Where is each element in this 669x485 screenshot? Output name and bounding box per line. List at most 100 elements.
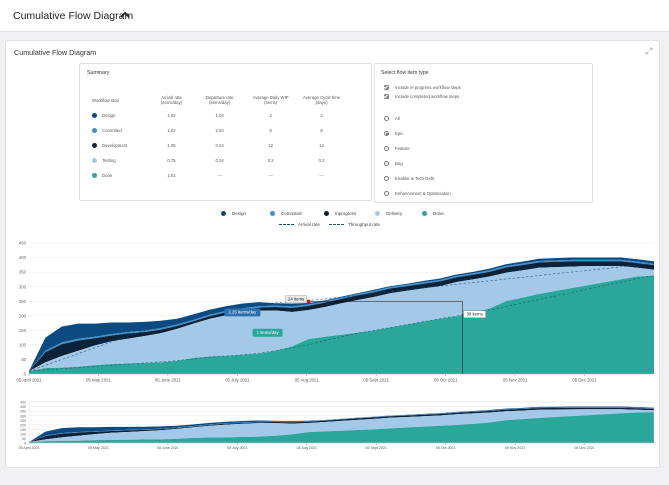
checkbox-checked-icon[interactable]	[384, 94, 389, 99]
arrival-rate: 1.01	[167, 173, 176, 178]
card-title: Cumulative Flow Diagram	[14, 48, 97, 57]
y-tick-label: 200	[20, 423, 26, 427]
y-tick-label: 150	[19, 328, 27, 333]
radio-epic[interactable]: Epic	[384, 131, 403, 136]
avg-cycle-time: 12	[319, 143, 324, 148]
include-completed-checkbox[interactable]: Include completed workflow steps	[384, 94, 459, 99]
legend-design[interactable]: Design	[221, 211, 246, 216]
summary-step: Testing	[87, 153, 149, 168]
trend-line-throughput-rate	[28, 275, 655, 372]
radio-enabler[interactable]: Enabler & Tech Debt	[384, 176, 434, 181]
arrival-rate: 1.02	[167, 113, 176, 118]
y-tick-label: 0	[24, 372, 27, 377]
vertical-label: 30 items	[467, 312, 483, 317]
marker-label: 24 items	[288, 297, 304, 302]
legend-dot-icon	[270, 211, 275, 216]
y-tick-label: 450	[19, 241, 27, 246]
departure-rate: 0.24	[215, 158, 224, 163]
area-delivery	[29, 409, 654, 443]
flow-type-title: Select flow item type	[381, 70, 429, 76]
x-tick-label: 05 Sept 2021	[366, 446, 387, 450]
legend-inprogress[interactable]: Inprogress	[324, 211, 356, 216]
legend-throughput-rate[interactable]: Throughput rate	[329, 222, 380, 227]
y-tick-label: 300	[20, 414, 26, 418]
y-tick-label: 50	[21, 357, 26, 362]
y-tick-label: 250	[20, 419, 26, 423]
legend-label: Delivery	[386, 211, 403, 216]
legend-label: Inprogress	[335, 211, 357, 216]
legend-label: Commited	[281, 211, 302, 216]
summary-step: Design	[87, 108, 149, 123]
radio-icon[interactable]	[384, 176, 389, 181]
radio-label: Enabler & Tech Debt	[395, 176, 435, 181]
summary-table: Workflow step Arrival rate (items/day) D…	[87, 94, 347, 183]
step-dot-icon	[92, 128, 97, 134]
legend-dot-icon	[221, 211, 226, 216]
cumulative-flow-chart[interactable]: 0 50 100 150 200 250 300 350 400 450 05 April 2021…	[6, 233, 661, 388]
x-tick-label: 05 Oct 2021	[436, 446, 456, 450]
cfd-card: Cumulative Flow Diagram Summary Workflow…	[5, 40, 660, 468]
avg-wip: 2	[269, 113, 272, 118]
avg-cycle-time: 5	[320, 128, 323, 133]
x-tick-label: 05 Oct 2021	[434, 378, 458, 383]
legend-commited[interactable]: Commited	[270, 211, 302, 216]
avg-wip: ---	[268, 173, 273, 178]
marker-callout	[285, 295, 307, 303]
x-tick-label: 05 May 2021	[86, 378, 111, 383]
summary-title: Summary	[87, 70, 110, 76]
y-tick-label: 100	[19, 342, 27, 347]
checkbox-label: Include in-progress workflow steps	[395, 85, 461, 90]
radio-label: Feature	[395, 146, 410, 151]
avg-wip: 12	[268, 143, 274, 148]
arrival-rate: 1.02	[167, 128, 176, 133]
include-in-progress-checkbox[interactable]: Include in-progress workflow steps	[384, 85, 461, 90]
departure-rate: 2.04	[215, 128, 224, 133]
x-tick-label: 05 Aug 2021	[297, 446, 317, 450]
legend-delivery[interactable]: Delivery	[375, 211, 402, 216]
x-tick-label: 05 Dec 2021	[572, 378, 597, 383]
radio-icon[interactable]	[384, 146, 389, 151]
radio-selected-icon[interactable]	[384, 131, 389, 136]
vertical-callout	[463, 310, 486, 318]
step-name: Commited	[102, 127, 122, 133]
departure-rate: ---	[217, 173, 222, 178]
x-tick-label: 05 Aug 2021	[295, 378, 320, 383]
y-tick-label: 200	[19, 313, 27, 318]
legend-done[interactable]: Done	[422, 211, 444, 216]
area-delivery	[29, 265, 654, 372]
radio-enhancement[interactable]: Enhancement & Optimisation	[384, 191, 451, 196]
throughput-callout	[252, 328, 283, 337]
checkbox-checked-icon[interactable]	[384, 85, 389, 90]
legend-dot-icon	[375, 211, 380, 216]
radio-feature[interactable]: Feature	[384, 146, 410, 151]
summary-row: Testing 0.75 0.24 0.2 0.2	[87, 153, 347, 168]
avg-cycle-time: 0.2	[318, 158, 325, 163]
y-tick-label: 400	[19, 255, 27, 260]
chevron-up-icon[interactable]	[119, 9, 131, 21]
y-tick-label: 450	[20, 401, 26, 405]
summary-step: Done	[87, 168, 149, 183]
col-avg-wip: Average Daily WIP (items)	[252, 95, 289, 105]
radio-icon[interactable]	[384, 116, 389, 121]
marker-point	[306, 299, 311, 304]
expand-icon[interactable]	[645, 47, 653, 55]
radio-all[interactable]: All	[384, 116, 400, 121]
navigator-frame	[28, 401, 655, 444]
legend-arrival-rate[interactable]: Arrival rate	[279, 222, 320, 227]
y-tick-label: 400	[20, 405, 26, 409]
arrival-rate: 0.75	[167, 158, 176, 163]
radio-label: Bug	[395, 161, 403, 166]
step-name: Done	[102, 172, 113, 178]
summary-row: Design 1.02 1.04 2 2	[87, 108, 347, 123]
radio-icon[interactable]	[384, 191, 389, 196]
summary-step: Commited	[87, 123, 149, 138]
area-done	[29, 412, 654, 443]
departure-rate: 0.24	[215, 143, 224, 148]
departure-rate: 1.04	[215, 113, 224, 118]
radio-label: All	[395, 116, 400, 121]
x-tick-label: 05 Sept 2021	[363, 378, 389, 383]
avg-wip: 5	[269, 128, 272, 133]
radio-icon[interactable]	[384, 161, 389, 166]
radio-bug[interactable]: Bug	[384, 161, 403, 166]
